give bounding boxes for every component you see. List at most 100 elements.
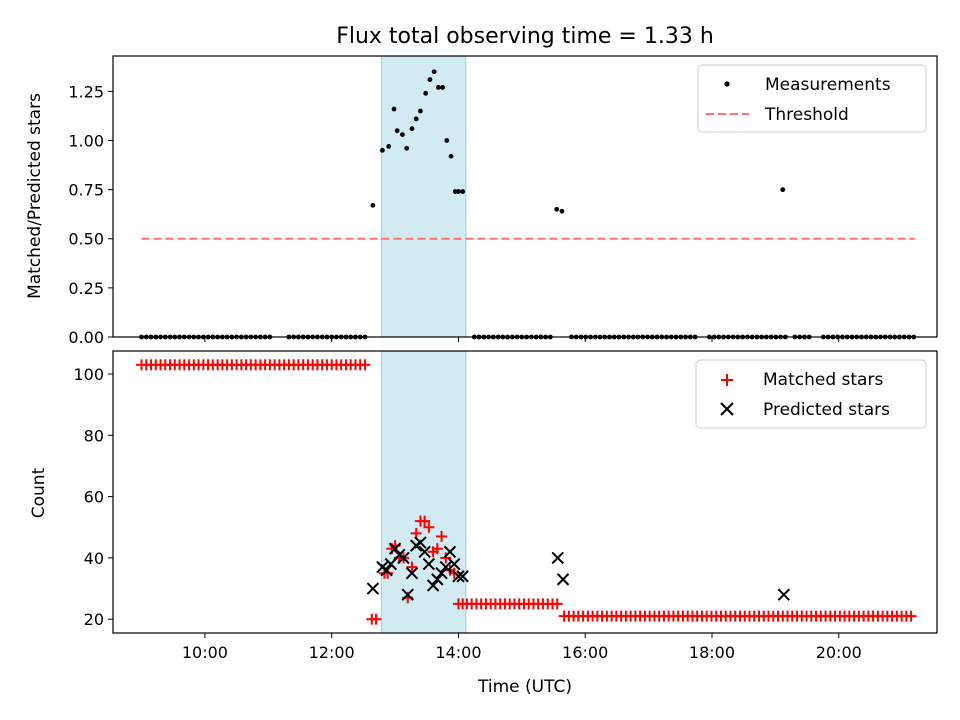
y-tick-label: 0.25 <box>68 279 104 298</box>
legend-matched-label: Matched stars <box>763 370 883 390</box>
marker-stroke <box>426 579 440 592</box>
marker-stroke <box>435 567 448 580</box>
matched-star-point <box>551 598 563 610</box>
predicted-star-point <box>452 570 465 583</box>
x-tick-label: 10:00 <box>182 643 228 662</box>
matched-star-point <box>423 521 435 533</box>
predicted-star-point <box>422 557 436 571</box>
measurement-point <box>427 77 433 82</box>
legend-measurements-marker <box>724 81 730 87</box>
measurement-point <box>456 189 461 194</box>
top-panel: 0.00 0.25 0.50 0.75 1.00 1.25 Matched/Predict… <box>25 55 938 347</box>
bottom-highlight-span <box>380 350 467 634</box>
predicted-star-point <box>456 570 469 583</box>
legend-predicted-marker <box>720 402 734 416</box>
predicted-star-point <box>443 545 457 558</box>
bottom-y-axis: 20 40 60 80 100 <box>73 365 113 629</box>
bottom-y-axis-label: Count <box>29 467 49 518</box>
matched-star-point <box>359 359 371 371</box>
measurement-point <box>413 116 419 122</box>
y-tick-label: 1.00 <box>68 131 104 150</box>
predicted-star-point <box>366 582 380 595</box>
predicted-star-point <box>431 573 444 586</box>
measurement-point <box>400 132 405 138</box>
predicted-star-point <box>397 551 410 565</box>
count-points <box>136 359 917 625</box>
marker-stroke <box>452 570 465 583</box>
predicted-star-point <box>777 588 791 601</box>
marker-stroke <box>443 545 457 558</box>
x-tick-label: 14:00 <box>435 643 481 662</box>
bottom-legend: Matched stars Predicted stars <box>695 359 927 429</box>
marker-stroke <box>366 582 380 595</box>
bottom-x-axis: 10:00 12:00 14:00 16:00 18:00 20:00 <box>182 633 862 662</box>
legend-predicted-label: Predicted stars <box>763 400 890 420</box>
top-y-axis: 0.00 0.25 0.50 0.75 1.00 1.25 <box>68 82 113 347</box>
legend-measurements-label: Measurements <box>765 75 891 95</box>
measurement-point <box>391 106 397 112</box>
y-tick-label: 0.00 <box>68 328 104 347</box>
predicted-star-point <box>435 567 448 580</box>
predicted-star-point <box>380 563 393 577</box>
marker-stroke <box>777 588 791 601</box>
y-tick-label: 40 <box>84 549 104 568</box>
marker-stroke <box>431 573 444 586</box>
marker-stroke <box>397 551 410 565</box>
top-legend: Measurements Threshold <box>697 64 927 133</box>
matched-star-point <box>419 515 431 527</box>
measurement-point <box>780 187 786 193</box>
y-tick-label: 100 <box>73 365 104 384</box>
y-tick-label: 60 <box>84 488 104 507</box>
matched-star-point <box>370 613 382 625</box>
y-tick-label: 80 <box>84 426 104 445</box>
top-x-ticks <box>204 337 840 342</box>
bottom-panel: 20 40 60 80 100 10:00 12:00 14:00 16:00 18:00 20:… <box>29 350 938 697</box>
predicted-star-point <box>405 567 419 580</box>
measurement-point <box>379 147 385 153</box>
predicted-star-point <box>448 557 461 571</box>
x-tick-label: 16:00 <box>562 643 608 662</box>
predicted-star-point <box>426 579 440 592</box>
marker-stroke <box>439 560 452 574</box>
measurement-point <box>386 143 392 149</box>
measurement-point <box>394 128 400 134</box>
marker-stroke <box>551 551 564 565</box>
marker-stroke <box>422 557 436 571</box>
bottom-plot-frame <box>112 350 938 634</box>
predicted-star-point <box>439 560 452 574</box>
predicted-star-point <box>418 545 431 558</box>
marker-stroke <box>405 567 419 580</box>
measurement-point <box>409 126 415 132</box>
top-y-axis-label: Matched/Predicted stars <box>25 93 45 299</box>
matched-star-point <box>457 598 469 610</box>
measurement-point <box>559 208 565 214</box>
measurement-point <box>370 202 376 208</box>
y-tick-label: 20 <box>84 610 104 629</box>
legend-matched-marker <box>721 374 733 386</box>
bottom-legend-frame <box>695 359 927 429</box>
bottom-x-axis-label: Time (UTC) <box>477 677 572 697</box>
marker-stroke <box>456 570 469 583</box>
matched-star-point <box>406 561 418 573</box>
marker-stroke <box>418 545 431 558</box>
top-highlight-span <box>380 55 467 338</box>
measurement-point <box>440 85 445 90</box>
measurement-point <box>431 69 437 75</box>
y-tick-label: 0.75 <box>68 181 104 200</box>
predicted-star-point <box>401 588 414 601</box>
marker-stroke <box>380 563 393 577</box>
marker-stroke <box>556 573 570 586</box>
measurement-point <box>448 153 454 159</box>
marker-stroke <box>401 588 414 601</box>
measurement-point <box>554 206 560 212</box>
marker-stroke <box>414 536 427 549</box>
y-tick-label: 1.25 <box>68 82 104 101</box>
measurement-point <box>423 90 429 96</box>
legend-threshold-label: Threshold <box>764 105 849 125</box>
matched-star-point <box>436 530 448 542</box>
measurement-point <box>444 138 450 143</box>
x-tick-label: 12:00 <box>309 643 355 662</box>
matched-star-point <box>905 610 917 622</box>
measurement-point <box>418 108 423 114</box>
